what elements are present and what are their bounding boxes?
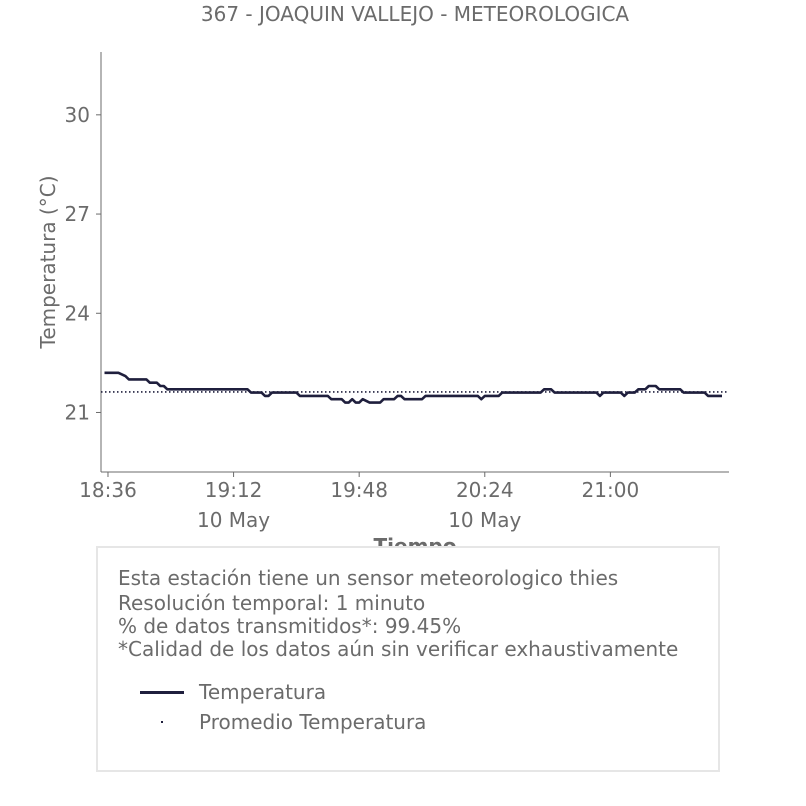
- legend-line-icon: [140, 691, 184, 694]
- y-tick-label: 21: [65, 400, 90, 424]
- info-box: Esta estación tiene un sensor meteorolog…: [96, 546, 720, 772]
- chart-title: 367 - JOAQUIN VALLEJO - METEOROLOGICA: [201, 2, 630, 26]
- info-sensor: Esta estación tiene un sensor meteorolog…: [118, 566, 619, 590]
- x-tick-date-label: 10 May: [197, 508, 270, 532]
- legend-label-temperatura: Temperatura: [199, 680, 327, 704]
- y-ticks: 21 24 27 30: [65, 103, 101, 424]
- series-temperatura-line: [104, 371, 722, 404]
- y-tick-label: 30: [65, 103, 90, 127]
- info-resolution: Resolución temporal: 1 minuto: [118, 591, 426, 615]
- x-tick-label: 18:36: [79, 478, 137, 502]
- y-tick-label: 27: [65, 202, 90, 226]
- info-quality-note: *Calidad de los datos aún sin verificar …: [118, 637, 679, 661]
- x-tick-date-label: 10 May: [448, 508, 521, 532]
- y-tick-label: 24: [65, 301, 90, 325]
- legend-dot-icon: [161, 721, 163, 723]
- y-axis-label: Temperatura (°C): [36, 175, 60, 349]
- series-layer: [101, 371, 729, 404]
- x-tick-label: 19:12: [205, 478, 263, 502]
- x-tick-label: 20:24: [456, 478, 514, 502]
- info-transmitted: % de datos transmitidos*: 99.45%: [118, 614, 462, 638]
- legend-label-promedio: Promedio Temperatura: [199, 710, 427, 734]
- x-tick-label: 21:00: [582, 478, 640, 502]
- x-ticks: 18:36 19:12 10 May 19:48 20:24 10 May 21:00: [79, 472, 639, 532]
- x-tick-label: 19:48: [330, 478, 388, 502]
